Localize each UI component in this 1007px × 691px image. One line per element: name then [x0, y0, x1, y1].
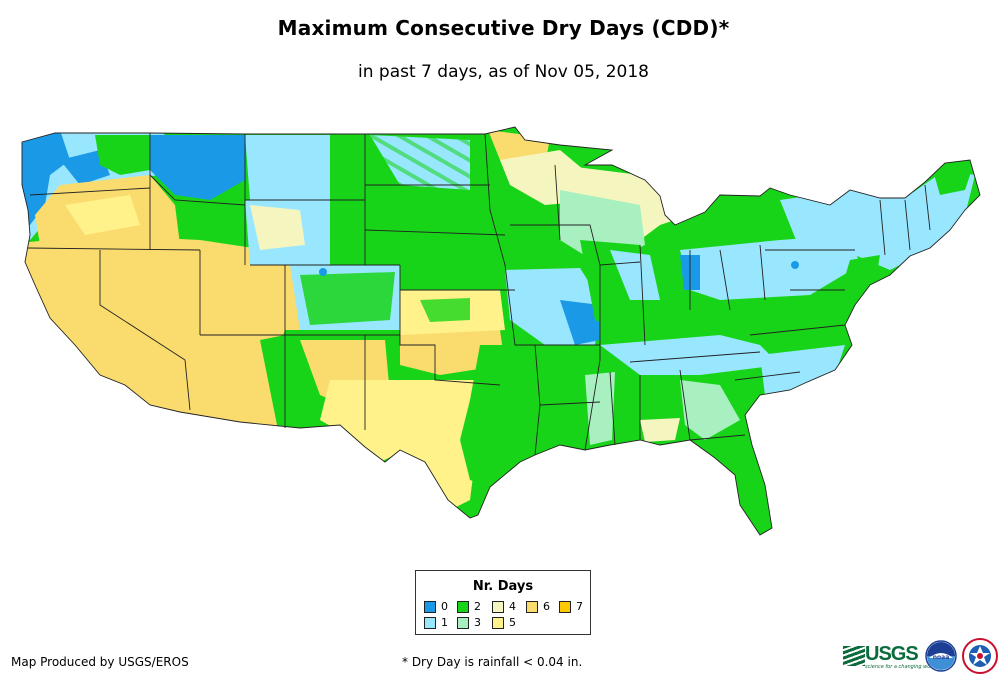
zone-colorado-2 [300, 272, 395, 325]
nws-logo-icon [962, 638, 998, 674]
zone-alabama-4 [640, 418, 680, 442]
usgs-logo: USGS science for a changing world [843, 643, 937, 670]
spot-colorado-0 [319, 268, 327, 276]
legend-item-2: 2 [457, 601, 481, 613]
legend-item-7: 7 [559, 601, 583, 613]
legend-label: 6 [543, 600, 550, 613]
zone-etexas-2 [460, 345, 575, 487]
legend-item-4: 4 [492, 601, 516, 613]
zone-cascades-0 [60, 150, 110, 185]
zone-wyoming-4 [250, 205, 305, 250]
spot-montana-0 [194, 169, 206, 181]
zone-florida-2 [715, 430, 772, 535]
zone-wa-green [95, 135, 150, 175]
legend-label: 3 [474, 616, 481, 629]
usgs-wordmark: USGS [865, 643, 919, 665]
legend-item-0: 0 [424, 601, 448, 613]
legend-label: 5 [509, 616, 516, 629]
legend-box: Nr. Days 0 1 2 3 4 5 6 7 [415, 570, 591, 635]
legend-label: 0 [441, 600, 448, 613]
legend-swatch [526, 601, 538, 613]
map-title: Maximum Consecutive Dry Days (CDD)* [277, 16, 730, 40]
legend-label: 4 [509, 600, 516, 613]
legend-label: 1 [441, 616, 448, 629]
legend-label: 7 [576, 600, 583, 613]
legend-swatch [492, 601, 504, 613]
legend-item-1: 1 [424, 617, 448, 629]
zone-carolina-1 [760, 345, 845, 395]
legend-swatch [457, 617, 469, 629]
zone-missouri-0 [560, 300, 600, 345]
zone-idaho-0 [150, 135, 245, 200]
legend-swatch [559, 601, 571, 613]
usgs-wave-icon [843, 646, 865, 666]
zone-pnw-0 [22, 130, 70, 225]
zone-nj-2 [835, 255, 880, 320]
legend-swatch [492, 617, 504, 629]
legend-swatch [424, 617, 436, 629]
legend-title: Nr. Days [472, 579, 534, 594]
noaa-logo-icon: noaa [925, 640, 957, 672]
zone-mississippi-3 [585, 372, 615, 445]
legend-swatch [424, 601, 436, 613]
zone-kansas-2 [420, 298, 470, 322]
map-subtitle: in past 7 days, as of Nov 05, 2018 [358, 62, 649, 82]
zone-oregon-5 [65, 195, 140, 235]
spot-ohio-0 [791, 261, 799, 269]
credit-text: Map Produced by USGS/EROS [11, 655, 189, 669]
legend-item-3: 3 [457, 617, 481, 629]
zone-ohio-1 [680, 235, 860, 305]
zone-maine-2 [930, 160, 975, 195]
legend-label: 2 [474, 600, 481, 613]
usgs-tagline: science for a changing world [865, 664, 937, 670]
legend-swatch [457, 601, 469, 613]
legend-item-5: 5 [492, 617, 516, 629]
zone-illinois-1 [610, 250, 660, 300]
state-borders [21, 126, 981, 536]
noaa-wordmark: noaa [933, 654, 950, 661]
zone-texas-5 [320, 380, 480, 510]
footnote-text: * Dry Day is rainfall < 0.04 in. [402, 655, 583, 669]
legend-item-6: 6 [526, 601, 550, 613]
zone-georgia-3 [680, 380, 740, 440]
